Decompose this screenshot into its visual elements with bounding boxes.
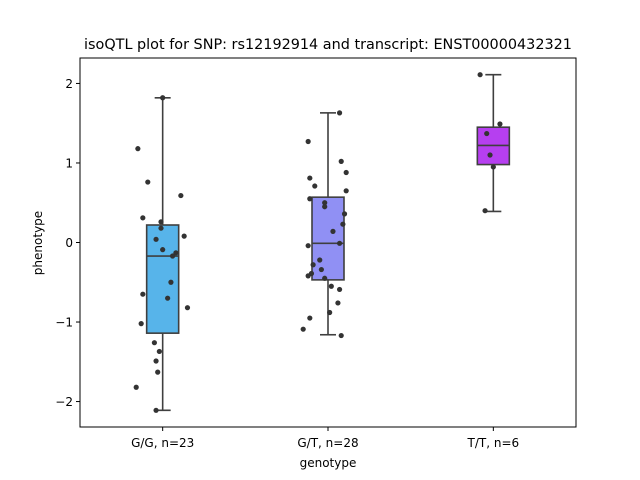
- y-tick-label: −1: [55, 316, 73, 330]
- data-point: [181, 233, 187, 239]
- data-point: [153, 236, 159, 242]
- data-point: [307, 196, 313, 202]
- data-point: [135, 146, 141, 152]
- data-point: [305, 273, 311, 279]
- data-point: [153, 358, 159, 364]
- data-point: [484, 130, 490, 137]
- data-point: [153, 407, 159, 413]
- data-point: [151, 340, 157, 346]
- data-point: [305, 138, 311, 145]
- data-point: [160, 247, 166, 253]
- data-point: [322, 275, 328, 281]
- data-point: [322, 204, 328, 210]
- data-point: [327, 309, 333, 316]
- data-point: [184, 305, 191, 311]
- data-point: [340, 221, 346, 227]
- points-layer: [133, 72, 503, 413]
- data-point: [482, 208, 488, 214]
- y-tick-label: −2: [55, 395, 73, 409]
- data-point: [343, 188, 349, 194]
- y-axis-label: phenotype: [31, 211, 45, 275]
- data-point: [156, 348, 162, 355]
- y-tick-label: 0: [65, 236, 73, 250]
- data-point: [341, 211, 348, 217]
- data-point: [487, 152, 493, 158]
- data-point: [305, 243, 311, 249]
- y-tick-label: 1: [65, 156, 73, 170]
- data-point: [318, 266, 324, 273]
- data-point: [322, 200, 328, 206]
- x-tick-label: T/T, n=6: [467, 436, 520, 450]
- data-point: [173, 250, 179, 256]
- x-tick-label: G/G, n=23: [131, 436, 194, 450]
- data-point: [140, 291, 146, 297]
- data-point: [336, 286, 343, 293]
- data-point: [336, 240, 343, 246]
- data-point: [312, 183, 318, 189]
- data-point: [133, 384, 139, 390]
- x-tick-label: G/T, n=28: [297, 436, 358, 450]
- data-point: [155, 369, 161, 375]
- data-point: [490, 164, 496, 170]
- data-point: [338, 332, 344, 339]
- data-point: [330, 228, 336, 234]
- data-point: [310, 262, 316, 268]
- data-point: [328, 283, 334, 289]
- data-point: [158, 225, 164, 231]
- data-point: [335, 300, 341, 306]
- data-point: [497, 121, 503, 127]
- data-point: [338, 158, 344, 164]
- data-point: [307, 315, 313, 321]
- x-axis-label: genotype: [300, 456, 357, 470]
- data-point: [168, 279, 174, 285]
- data-point: [336, 110, 343, 116]
- data-point: [343, 169, 349, 176]
- x-axis: G/G, n=23 G/T, n=28 T/T, n=6: [131, 427, 519, 450]
- data-point: [165, 295, 171, 301]
- data-point: [178, 192, 184, 199]
- data-point: [317, 257, 323, 263]
- box-rect: [311, 196, 345, 281]
- y-axis: −2 −1 0 1 2: [55, 77, 80, 409]
- boxes-layer: [145, 73, 511, 412]
- chart-title: isoQTL plot for SNP: rs12192914 and tran…: [84, 37, 572, 53]
- data-point: [140, 215, 146, 221]
- data-point: [158, 219, 164, 225]
- data-point: [169, 253, 176, 259]
- data-point: [300, 326, 306, 332]
- box-group: [311, 112, 345, 336]
- box-rect: [145, 224, 180, 334]
- data-point: [145, 179, 151, 185]
- data-point: [138, 321, 144, 327]
- data-point: [477, 72, 483, 78]
- data-point: [160, 95, 166, 101]
- box-group: [145, 96, 180, 412]
- y-tick-label: 2: [65, 77, 73, 91]
- box-group: [476, 73, 511, 213]
- data-point: [307, 175, 313, 181]
